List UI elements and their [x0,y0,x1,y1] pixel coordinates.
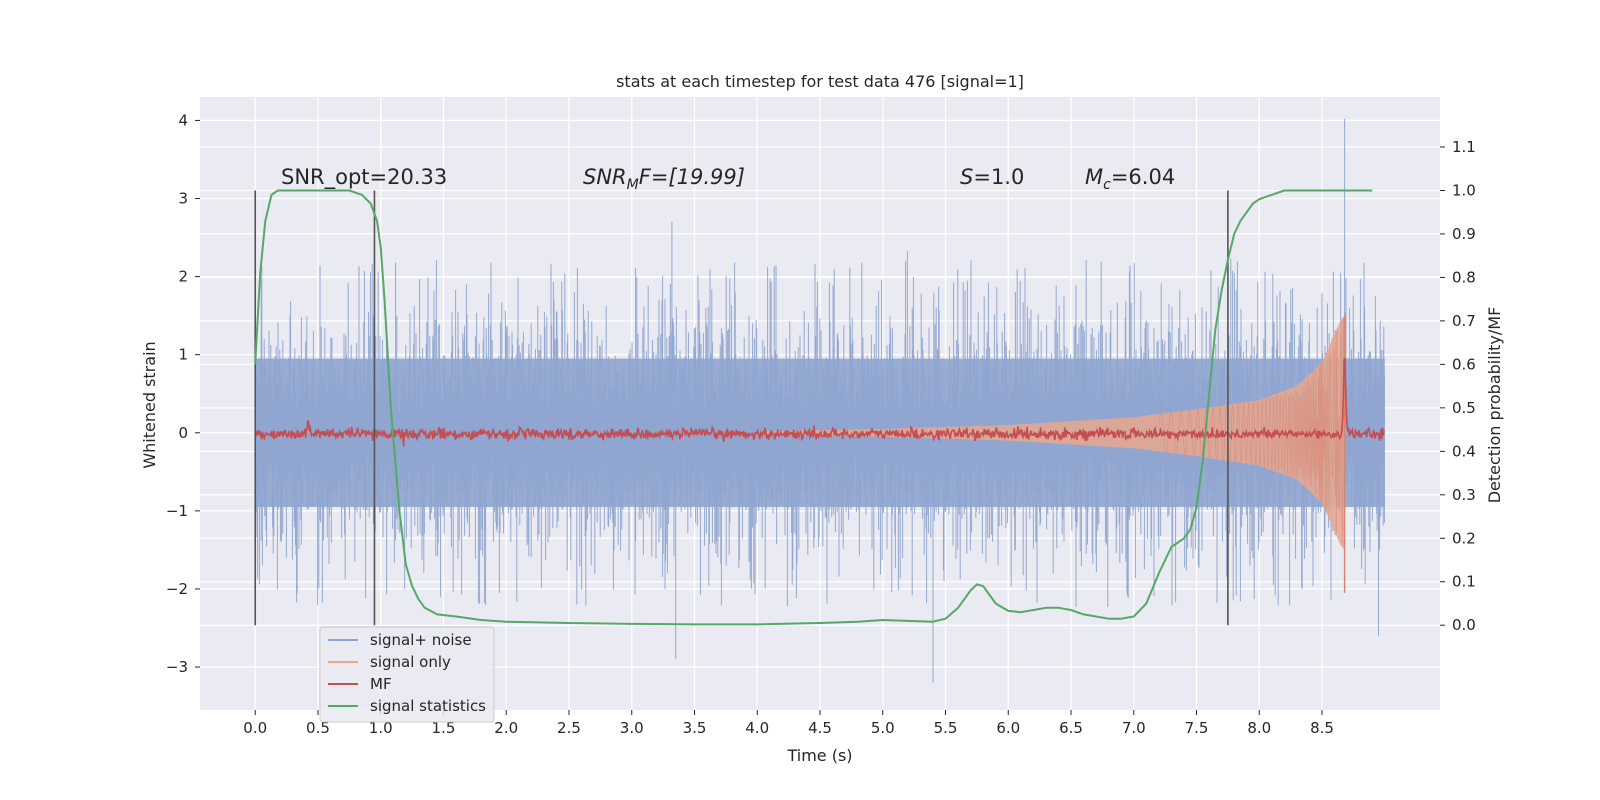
chart-title: stats at each timestep for test data 476… [616,72,1024,91]
legend: signal+ noise signal only MF signal stat… [319,626,495,723]
x-tick-label-11: 5.5 [934,719,958,737]
annotation-snr-opt: SNR_opt=20.33 [281,165,447,190]
x-tick-label-7: 3.5 [683,719,707,737]
x-tick-label-15: 7.5 [1185,719,1209,737]
annotation-mc-rest: =6.04 [1111,165,1175,189]
y2-tick-label-11: 1.1 [1452,138,1476,156]
y2-axis-title: Detection probability/MF [1485,307,1504,504]
annotation-mc: Mc=6.04 [1085,165,1175,193]
mf-line [254,357,1385,447]
annotation-snr-mf-rest: F=[19.99] [639,165,745,189]
legend-label-signal-plus-noise: signal+ noise [370,631,472,649]
x-tick-label-10: 5.0 [871,719,895,737]
x-tick-label-12: 6.0 [996,719,1020,737]
x-tick-label-5: 2.5 [557,719,581,737]
y2-tick-label-2: 0.2 [1452,529,1476,547]
y2-tick-label-7: 0.7 [1452,312,1476,330]
y-tick-label-7: 4 [178,111,188,129]
signal-chirp [1158,317,1345,545]
x-tick-label-17: 8.5 [1310,719,1334,737]
series-mf [254,357,1385,447]
x-tick-label-9: 4.5 [808,719,832,737]
x-tick-label-0: 0.0 [243,719,267,737]
annotation-snr-mf: SNRMF=[19.99] [583,165,745,193]
x-tick-label-2: 1.0 [369,719,393,737]
y-tick-label-1: −2 [166,580,188,598]
y2-tick-label-4: 0.4 [1452,442,1476,460]
y-tick-label-6: 3 [178,190,188,208]
x-tick-label-16: 8.0 [1247,719,1271,737]
y-tick-label-5: 2 [178,268,188,286]
y2-tick-label-9: 0.9 [1452,225,1476,243]
y-axis-ticks: −3 −2 −1 0 1 2 3 4 [166,111,200,676]
legend-label-mf: MF [370,675,392,693]
signal-statistics-line [254,189,1373,626]
x-tick-label-13: 6.5 [1059,719,1083,737]
y2-tick-label-5: 0.5 [1452,399,1476,417]
legend-label-signal-statistics: signal statistics [370,697,486,715]
x-tick-label-8: 4.0 [745,719,769,737]
x-axis-title: Time (s) [786,746,852,765]
y-tick-label-0: −3 [166,658,188,676]
x-tick-label-4: 2.0 [494,719,518,737]
y2-tick-label-10: 1.0 [1452,181,1476,199]
series-signal-statistics [254,189,1373,626]
y2-axis-ticks: 0.0 0.1 0.2 0.3 0.4 0.5 0.6 0.7 0.8 0.9 1.0 1.1 [1440,138,1476,634]
x-tick-label-14: 7.0 [1122,719,1146,737]
annotation-mc-sub: c [1103,177,1111,193]
y2-tick-label-3: 0.3 [1452,486,1476,504]
y2-tick-label-6: 0.6 [1452,355,1476,373]
x-tick-label-6: 3.0 [620,719,644,737]
annotation-s: S=1.0 [960,165,1024,189]
y2-tick-label-8: 0.8 [1452,268,1476,286]
legend-label-signal-only: signal only [370,653,451,671]
y-tick-label-3: 0 [178,424,188,442]
annotation-snr-mf-sub: M [627,177,639,193]
annotation-mc-main: M [1085,165,1103,189]
annotation-s-main: S [960,165,973,189]
y-tick-label-4: 1 [178,346,188,364]
x-tick-label-1: 0.5 [306,719,330,737]
annotation-s-rest: =1.0 [973,165,1024,189]
legend-box [319,626,495,723]
y-tick-label-2: −1 [166,502,188,520]
y-axis-title: Whitened strain [140,341,159,468]
x-axis-ticks: 0.0 0.5 1.0 1.5 2.0 2.5 3.0 3.5 4.0 4.5 5.0 5.5 6.0 6… [243,710,1334,737]
x-tick-label-3: 1.5 [432,719,456,737]
y2-tick-label-1: 0.1 [1452,573,1476,591]
annotation-snr-mf-main: SNR [583,165,627,189]
y2-tick-label-0: 0.0 [1452,616,1476,634]
